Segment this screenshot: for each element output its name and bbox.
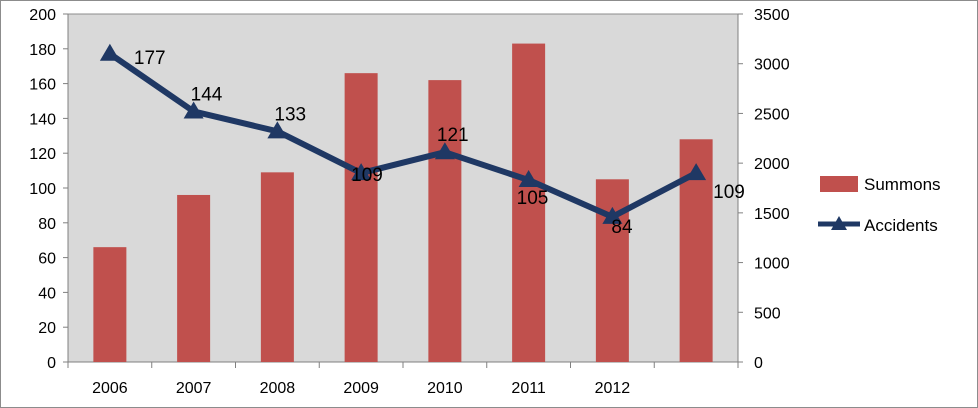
summons-bar — [344, 73, 378, 362]
left-axis-tick-label: 100 — [29, 181, 56, 198]
right-axis-tick-label: 500 — [754, 305, 781, 322]
summons-bar — [428, 80, 462, 363]
x-axis-tick-label: 2008 — [260, 380, 296, 397]
left-axis-tick-label: 40 — [38, 285, 56, 302]
left-axis-tick-label: 60 — [38, 251, 56, 268]
accidents-line: 177 144 133 109 121 105 84 109 — [99, 43, 745, 238]
summons-bar — [177, 194, 211, 362]
accidents-data-label: 121 — [437, 125, 469, 146]
accidents-marker — [99, 43, 120, 61]
legend-swatch-summons — [820, 176, 858, 192]
accidents-data-label: 177 — [134, 48, 166, 69]
accidents-marker — [434, 142, 455, 160]
accidents-data-label: 109 — [713, 182, 745, 203]
summons-bar — [595, 179, 629, 362]
accidents-line-path — [108, 51, 698, 220]
accidents-marker — [351, 163, 372, 181]
left-axis-tick-label: 0 — [47, 355, 56, 372]
left-axis-tick-label: 80 — [38, 216, 56, 233]
accidents-data-label: 144 — [191, 84, 223, 105]
right-axis-tick-label: 1500 — [754, 206, 790, 223]
x-axis-tick-label: 2011 — [511, 380, 546, 397]
x-axis: 2006 2007 2008 2009 2010 2011 2012 — [67, 361, 739, 397]
left-axis-tick-label: 160 — [29, 77, 56, 94]
x-axis-tick-label: 2007 — [176, 380, 212, 397]
right-axis-tick-label: 2000 — [754, 156, 790, 173]
left-axis-tick-label: 140 — [29, 111, 56, 128]
x-axis-tick-label: 2012 — [595, 380, 631, 397]
plot-area — [67, 13, 739, 363]
legend: Summons Accidents — [818, 175, 941, 235]
right-axis-tick-label: 0 — [754, 355, 763, 372]
accidents-marker — [267, 121, 288, 139]
accidents-marker — [183, 101, 204, 119]
left-axis-tick-label: 180 — [29, 42, 56, 59]
accidents-marker — [518, 170, 539, 188]
accidents-data-label: 109 — [351, 165, 383, 186]
right-axis-tick-label: 3000 — [754, 57, 790, 74]
accidents-data-label: 105 — [517, 188, 549, 209]
summons-bar — [93, 247, 127, 362]
legend-label-accidents: Accidents — [864, 216, 938, 235]
left-axis: 0 20 40 60 80 100 120 140 160 180 200 — [29, 7, 69, 372]
right-axis-tick-label: 1000 — [754, 256, 790, 273]
right-axis-tick-label: 3500 — [754, 7, 790, 24]
accidents-marker — [602, 206, 623, 224]
legend-label-summons: Summons — [864, 175, 941, 194]
legend-marker-accidents — [831, 216, 847, 230]
left-axis-tick-label: 200 — [29, 7, 56, 24]
left-axis-tick-label: 120 — [29, 146, 56, 163]
summons-bar — [260, 172, 294, 362]
x-axis-tick-label: 2009 — [343, 380, 379, 397]
x-axis-tick-label: 2006 — [92, 380, 128, 397]
right-axis-tick-label: 2500 — [754, 106, 790, 123]
right-axis: 0 500 1000 1500 2000 2500 3000 3500 — [737, 7, 790, 372]
accidents-data-label: 84 — [611, 217, 633, 238]
left-axis-tick-label: 20 — [38, 320, 56, 337]
summons-bar — [512, 43, 546, 363]
x-axis-tick-label: 2010 — [427, 380, 463, 397]
summons-bars — [93, 43, 713, 363]
accidents-data-label: 133 — [274, 104, 306, 125]
accidents-marker — [686, 163, 707, 181]
